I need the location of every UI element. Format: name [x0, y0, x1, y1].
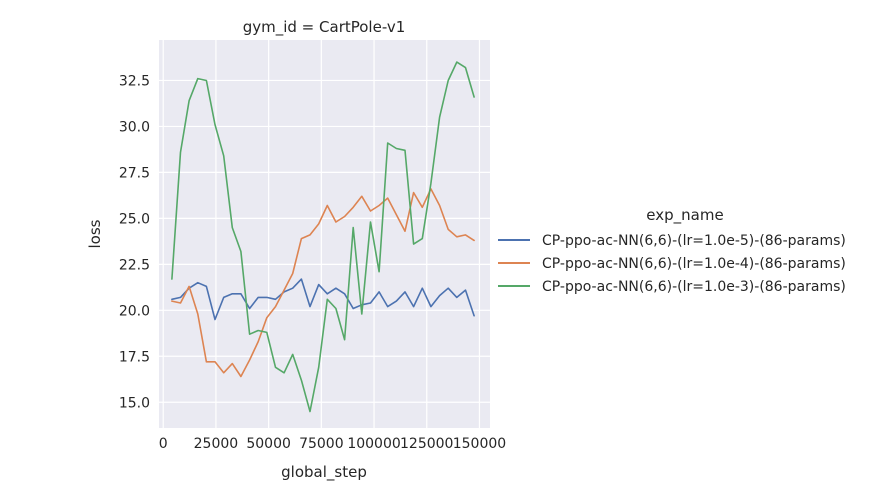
legend-title: exp_name	[646, 206, 723, 225]
y-tick-label: 15.0	[119, 395, 150, 411]
x-tick-label: 75000	[299, 436, 344, 452]
x-tick-label: 100000	[347, 436, 400, 452]
legend-label-3: CP-ppo-ac-NN(6,6)-(lr=1.0e-3)-(86-params…	[542, 279, 846, 295]
legend-items: CP-ppo-ac-NN(6,6)-(lr=1.0e-5)-(86-params…	[498, 233, 846, 295]
x-tick-label: 150000	[453, 436, 506, 452]
x-tick-label: 50000	[246, 436, 291, 452]
y-tick-label: 22.5	[119, 257, 150, 273]
x-axis-title: global_step	[281, 463, 367, 482]
y-tick-label: 25.0	[119, 211, 150, 227]
y-tick-label: 32.5	[119, 73, 150, 89]
series-line-1	[171, 278, 475, 321]
series-line-3	[171, 61, 475, 413]
y-tick-label: 20.0	[119, 303, 150, 319]
y-tick-labels: 15.0 17.5 20.0 22.5 25.0 27.5 30.0 32.5	[119, 73, 150, 411]
x-tick-label: 125000	[400, 436, 453, 452]
series-lines	[171, 61, 475, 413]
y-tick-label: 30.0	[119, 119, 150, 135]
legend: exp_name CP-ppo-ac-NN(6,6)-(lr=1.0e-5)-(…	[498, 206, 846, 295]
x-tick-label: 0	[159, 436, 168, 452]
x-tick-labels: 0 25000 50000 75000 100000 125000 150000	[159, 436, 506, 452]
y-tick-label: 27.5	[119, 165, 150, 181]
plot-area	[159, 40, 490, 428]
chart-title: gym_id = CartPole-v1	[243, 18, 406, 37]
legend-label-2: CP-ppo-ac-NN(6,6)-(lr=1.0e-4)-(86-params…	[542, 256, 846, 272]
legend-label-1: CP-ppo-ac-NN(6,6)-(lr=1.0e-5)-(86-params…	[542, 233, 846, 249]
x-tick-label: 25000	[194, 436, 239, 452]
y-gridlines	[159, 79, 490, 403]
y-axis-title: loss	[86, 219, 104, 248]
x-gridlines	[162, 40, 481, 428]
series-line-2	[171, 188, 475, 378]
y-tick-label: 17.5	[119, 349, 150, 365]
